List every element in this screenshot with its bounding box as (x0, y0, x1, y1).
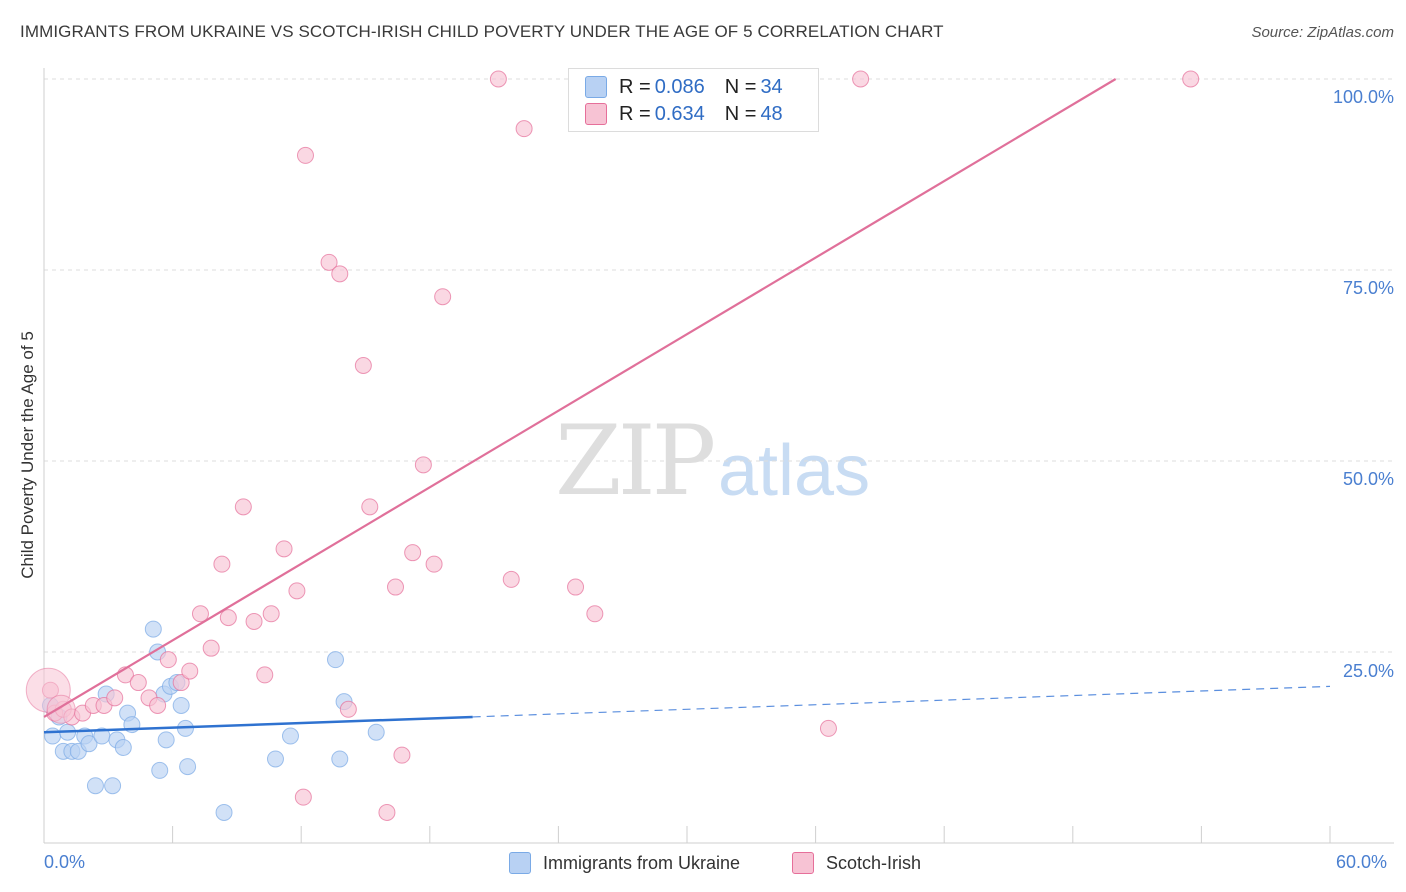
ukraine-point-31 (331, 750, 349, 768)
ukraine-point-24 (172, 696, 190, 714)
scotch-irish-point-44 (819, 719, 837, 737)
scotch-irish-point-15 (191, 605, 209, 623)
scotch-irish-trend-line (43, 78, 1117, 718)
scotch-irish-point-24 (288, 582, 306, 600)
legend-row-ukraine: R = 0.086 N = 34 (585, 74, 783, 100)
scotch-irish-point-36 (414, 456, 432, 474)
legend-r-label: R = (619, 102, 651, 125)
scotch-irish-point-18 (219, 609, 237, 627)
chart-title: IMMIGRANTS FROM UKRAINE VS SCOTCH-IRISH … (20, 22, 944, 41)
legend-swatch-scotch-irish (585, 103, 607, 125)
bottom-legend-swatch-scotch-irish (792, 852, 814, 874)
scotch-irish-point-22 (262, 605, 280, 623)
scotch-irish-point-33 (387, 578, 405, 596)
scotch-irish-point-23 (275, 540, 293, 558)
scotch-irish-point-21 (256, 666, 274, 684)
watermark-atlas: atlas (718, 431, 871, 511)
scotch-irish-point-34 (393, 746, 411, 764)
correlation-legend: R = 0.086 N = 34 R = 0.634 N = 48 (568, 68, 819, 132)
scotch-irish-point-29 (339, 700, 357, 718)
ukraine-point-28 (266, 750, 284, 768)
ukraine-point-27 (215, 803, 233, 821)
scotch-irish-point-38 (434, 288, 452, 306)
ukraine-point-29 (281, 727, 299, 745)
scotch-irish-point-39 (489, 70, 507, 88)
scotch-irish-point-19 (234, 498, 252, 516)
scotch-irish-cluster-point-2 (46, 694, 76, 724)
source-label: Source: ZipAtlas.com (1251, 24, 1394, 41)
scotch-irish-point-17 (213, 555, 231, 573)
y-tick-label-50: 50.0% (1342, 469, 1394, 489)
scotch-irish-point-27 (320, 253, 338, 271)
ukraine-point-33 (367, 723, 385, 741)
scotch-irish-point-43 (586, 605, 604, 623)
scotch-irish-point-28 (331, 265, 349, 283)
scotch-irish-point-14 (181, 662, 199, 680)
scotch-irish-point-32 (378, 803, 396, 821)
ukraine-point-21 (157, 731, 175, 749)
legend-n-value: 34 (760, 75, 783, 98)
ukraine-trend-line-extension (472, 685, 1331, 718)
scotch-irish-point-26 (296, 146, 314, 164)
legend-n-label: N = (724, 102, 757, 125)
scotch-irish-point-41 (515, 120, 533, 138)
scotch-irish-point-35 (404, 544, 422, 562)
bottom-legend-scotch-irish: Scotch-Irish (792, 852, 921, 874)
y-tick-label-100: 100.0% (1332, 87, 1394, 107)
legend-swatch-ukraine (585, 76, 607, 98)
scotch-irish-point-13 (172, 674, 190, 692)
scotch-irish-point-20 (245, 612, 263, 630)
ukraine-point-8 (80, 735, 98, 753)
legend-row-scotch-irish: R = 0.634 N = 48 (585, 101, 783, 127)
ukraine-point-1 (44, 727, 62, 745)
scotch-irish-point-12 (159, 651, 177, 669)
y-tick-label-25: 25.0% (1342, 661, 1394, 681)
legend-n-value: 48 (760, 102, 783, 125)
ukraine-point-19 (151, 761, 169, 779)
bottom-legend-swatch-ukraine (509, 852, 531, 874)
scotch-irish-point-46 (1182, 70, 1200, 88)
bottom-legend-label-ukraine: Immigrants from Ukraine (543, 852, 741, 873)
scotch-irish-point-45 (852, 70, 870, 88)
scotch-irish-point-25 (294, 788, 312, 806)
ukraine-point-26 (179, 758, 197, 776)
scotch-irish-point-31 (361, 498, 379, 516)
scotch-irish-point-11 (149, 696, 167, 714)
ukraine-trend-line (43, 715, 473, 734)
scotch-irish-point-37 (425, 555, 443, 573)
legend-r-value: 0.086 (654, 75, 705, 98)
y-tick-label-75: 75.0% (1342, 278, 1394, 298)
ukraine-point-9 (86, 777, 104, 795)
bottom-legend-label-scotch-irish: Scotch-Irish (826, 852, 922, 873)
scotch-irish-point-40 (502, 570, 520, 588)
legend-r-value: 0.634 (654, 102, 705, 125)
scotch-irish-point-42 (567, 578, 585, 596)
ukraine-point-12 (104, 777, 122, 795)
ukraine-point-14 (114, 739, 132, 756)
scotch-irish-point-30 (354, 357, 372, 374)
legend-r-label: R = (619, 75, 651, 98)
ukraine-point-30 (326, 651, 344, 669)
scotch-irish-point-7 (106, 689, 124, 707)
legend-n-label: N = (724, 75, 757, 98)
x-tick-label-max: 60.0% (1336, 852, 1388, 872)
ukraine-point-17 (144, 620, 162, 638)
scotch-irish-point-9 (129, 674, 147, 692)
scotch-irish-point-16 (202, 639, 220, 657)
bottom-legend-ukraine: Immigrants from Ukraine (509, 852, 740, 874)
x-tick-label-min: 0.0% (44, 852, 86, 872)
